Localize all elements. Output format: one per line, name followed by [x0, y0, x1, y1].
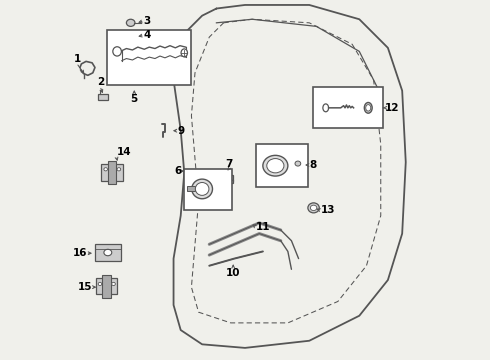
- Bar: [102, 275, 111, 297]
- Bar: [95, 244, 121, 261]
- Ellipse shape: [196, 183, 209, 195]
- Ellipse shape: [125, 33, 135, 40]
- Text: 16: 16: [73, 248, 87, 258]
- Text: 9: 9: [177, 126, 184, 136]
- Bar: [184, 169, 232, 210]
- Ellipse shape: [308, 203, 319, 213]
- Bar: [187, 186, 195, 191]
- Text: 14: 14: [117, 147, 131, 157]
- Ellipse shape: [310, 205, 317, 211]
- Ellipse shape: [267, 158, 284, 173]
- Text: 2: 2: [97, 77, 104, 87]
- Bar: [223, 175, 233, 183]
- Bar: [108, 161, 117, 184]
- Ellipse shape: [323, 104, 329, 112]
- Text: 8: 8: [309, 160, 317, 170]
- Text: 10: 10: [226, 267, 241, 278]
- Ellipse shape: [126, 19, 135, 26]
- Ellipse shape: [104, 168, 107, 171]
- Bar: [96, 278, 118, 294]
- Text: 11: 11: [256, 222, 270, 232]
- Ellipse shape: [113, 47, 122, 56]
- Ellipse shape: [104, 249, 112, 256]
- Bar: [313, 87, 383, 128]
- Ellipse shape: [364, 103, 372, 113]
- Text: 12: 12: [385, 103, 399, 113]
- Text: 1: 1: [74, 54, 81, 64]
- Bar: [256, 144, 308, 187]
- Text: 7: 7: [225, 158, 233, 168]
- Text: 4: 4: [143, 30, 150, 40]
- Bar: [98, 94, 108, 100]
- Ellipse shape: [366, 105, 371, 111]
- Text: 15: 15: [77, 282, 92, 292]
- Ellipse shape: [295, 161, 301, 166]
- Text: 6: 6: [174, 166, 181, 176]
- Ellipse shape: [192, 179, 213, 199]
- Text: 3: 3: [143, 16, 150, 26]
- Ellipse shape: [117, 168, 121, 171]
- Ellipse shape: [112, 282, 115, 285]
- Bar: [101, 164, 123, 181]
- Bar: [107, 30, 192, 85]
- Ellipse shape: [263, 156, 288, 176]
- Text: 13: 13: [321, 205, 335, 215]
- Text: 5: 5: [131, 94, 138, 104]
- Ellipse shape: [98, 282, 102, 285]
- Ellipse shape: [181, 49, 188, 57]
